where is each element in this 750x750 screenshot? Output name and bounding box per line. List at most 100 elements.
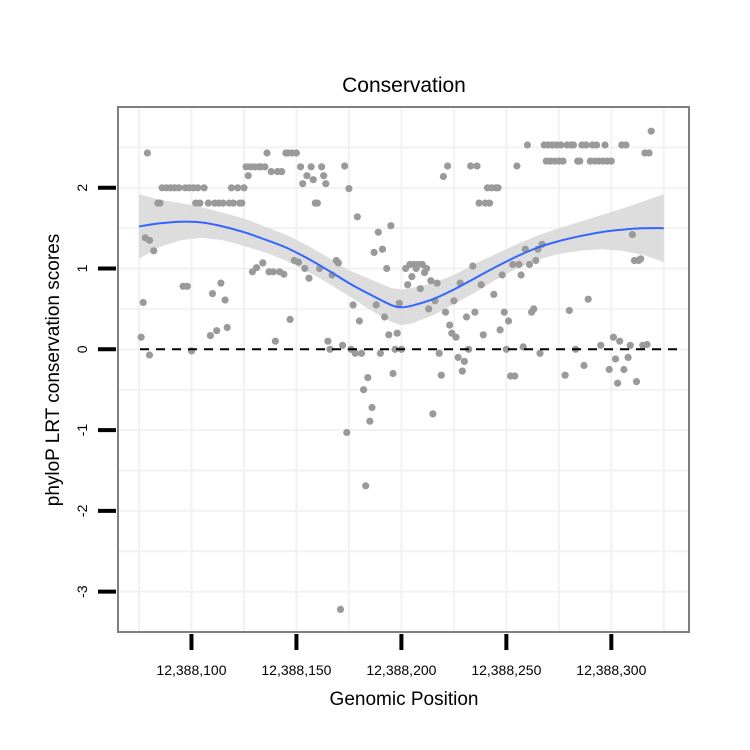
- data-point: [370, 248, 378, 256]
- y-tick-label: -2: [74, 504, 90, 517]
- data-point: [486, 199, 494, 207]
- data-point: [439, 172, 447, 181]
- data-point: [513, 162, 521, 170]
- data-point: [219, 199, 227, 207]
- confidence-ribbon: [139, 194, 664, 326]
- smooth-trend-line: [138, 220, 664, 309]
- data-point: [145, 236, 154, 244]
- data-point: [139, 298, 147, 307]
- data-point: [223, 323, 231, 332]
- data-point: [351, 349, 359, 357]
- data-point: [240, 184, 248, 192]
- data-point: [206, 332, 214, 340]
- data-point: [496, 326, 504, 334]
- x-tick-label: 12,388,100: [156, 662, 226, 678]
- data-point: [309, 176, 317, 184]
- data-point: [532, 256, 540, 265]
- data-point: [269, 268, 277, 276]
- data-point: [494, 184, 502, 192]
- data-point: [467, 162, 475, 170]
- data-point: [441, 308, 450, 316]
- data-point: [584, 295, 592, 303]
- data-points: [137, 127, 655, 614]
- data-point: [238, 199, 246, 207]
- data-point: [372, 301, 380, 309]
- data-point: [301, 264, 309, 273]
- data-point: [156, 199, 164, 207]
- data-point: [339, 341, 347, 349]
- data-point: [446, 321, 454, 329]
- data-point: [307, 163, 315, 171]
- data-point: [435, 349, 443, 357]
- data-point: [261, 163, 269, 171]
- data-point: [559, 157, 567, 165]
- data-point: [294, 258, 303, 266]
- data-point: [322, 180, 330, 188]
- panel-border: [117, 106, 690, 633]
- y-tick-label: -3: [74, 585, 90, 598]
- y-axis-label: phyloP LRT conservation scores: [43, 234, 64, 507]
- data-point: [150, 247, 158, 255]
- data-point: [523, 141, 532, 149]
- data-point: [454, 353, 462, 361]
- data-point: [429, 410, 437, 418]
- data-point: [244, 172, 252, 180]
- data-point: [376, 349, 384, 357]
- x-axis-ticks: 12,388,100 12,388,150 12,388,200 12,388,250…: [156, 634, 647, 678]
- data-point: [280, 270, 288, 278]
- data-point: [637, 255, 645, 263]
- data-point: [357, 349, 366, 357]
- data-point: [609, 333, 618, 341]
- data-point: [345, 185, 353, 193]
- data-point: [628, 231, 636, 239]
- data-point: [616, 337, 624, 345]
- data-point: [525, 260, 534, 269]
- data-point: [582, 141, 590, 149]
- data-point: [143, 149, 151, 157]
- data-point: [395, 299, 403, 307]
- data-point: [504, 317, 513, 325]
- data-point: [271, 337, 279, 345]
- data-point: [234, 184, 242, 192]
- data-point: [469, 262, 477, 270]
- data-point: [253, 264, 261, 272]
- data-point: [498, 271, 506, 279]
- data-point: [389, 369, 397, 378]
- data-point: [278, 168, 286, 176]
- x-tick-label: 12,388,200: [366, 662, 436, 678]
- data-point: [605, 365, 613, 374]
- data-point: [515, 260, 523, 269]
- data-point: [408, 273, 416, 281]
- data-point: [614, 379, 622, 387]
- y-tick-label: -1: [74, 424, 90, 437]
- data-point: [318, 163, 326, 171]
- data-point: [593, 141, 601, 149]
- data-point: [460, 357, 468, 365]
- data-point: [145, 351, 154, 359]
- data-point: [326, 345, 334, 353]
- data-point: [597, 341, 605, 349]
- chart-title: Conservation: [342, 74, 466, 97]
- data-point: [334, 259, 342, 267]
- data-point: [360, 386, 368, 394]
- data-point: [479, 331, 487, 339]
- data-point: [509, 260, 517, 269]
- data-point: [490, 290, 498, 298]
- data-point: [349, 301, 357, 309]
- data-point: [471, 308, 479, 316]
- x-tick-label: 12,388,300: [576, 662, 646, 678]
- data-point: [475, 199, 483, 207]
- data-point: [221, 296, 229, 304]
- data-point: [208, 290, 217, 298]
- data-point: [477, 281, 485, 289]
- data-point: [343, 428, 351, 437]
- data-point: [536, 349, 544, 357]
- data-point: [292, 149, 300, 157]
- data-point: [336, 605, 345, 614]
- y-tick-label: 2: [74, 184, 90, 192]
- data-point: [341, 162, 349, 170]
- data-point: [200, 184, 208, 192]
- data-point: [227, 184, 235, 192]
- data-point: [511, 372, 519, 380]
